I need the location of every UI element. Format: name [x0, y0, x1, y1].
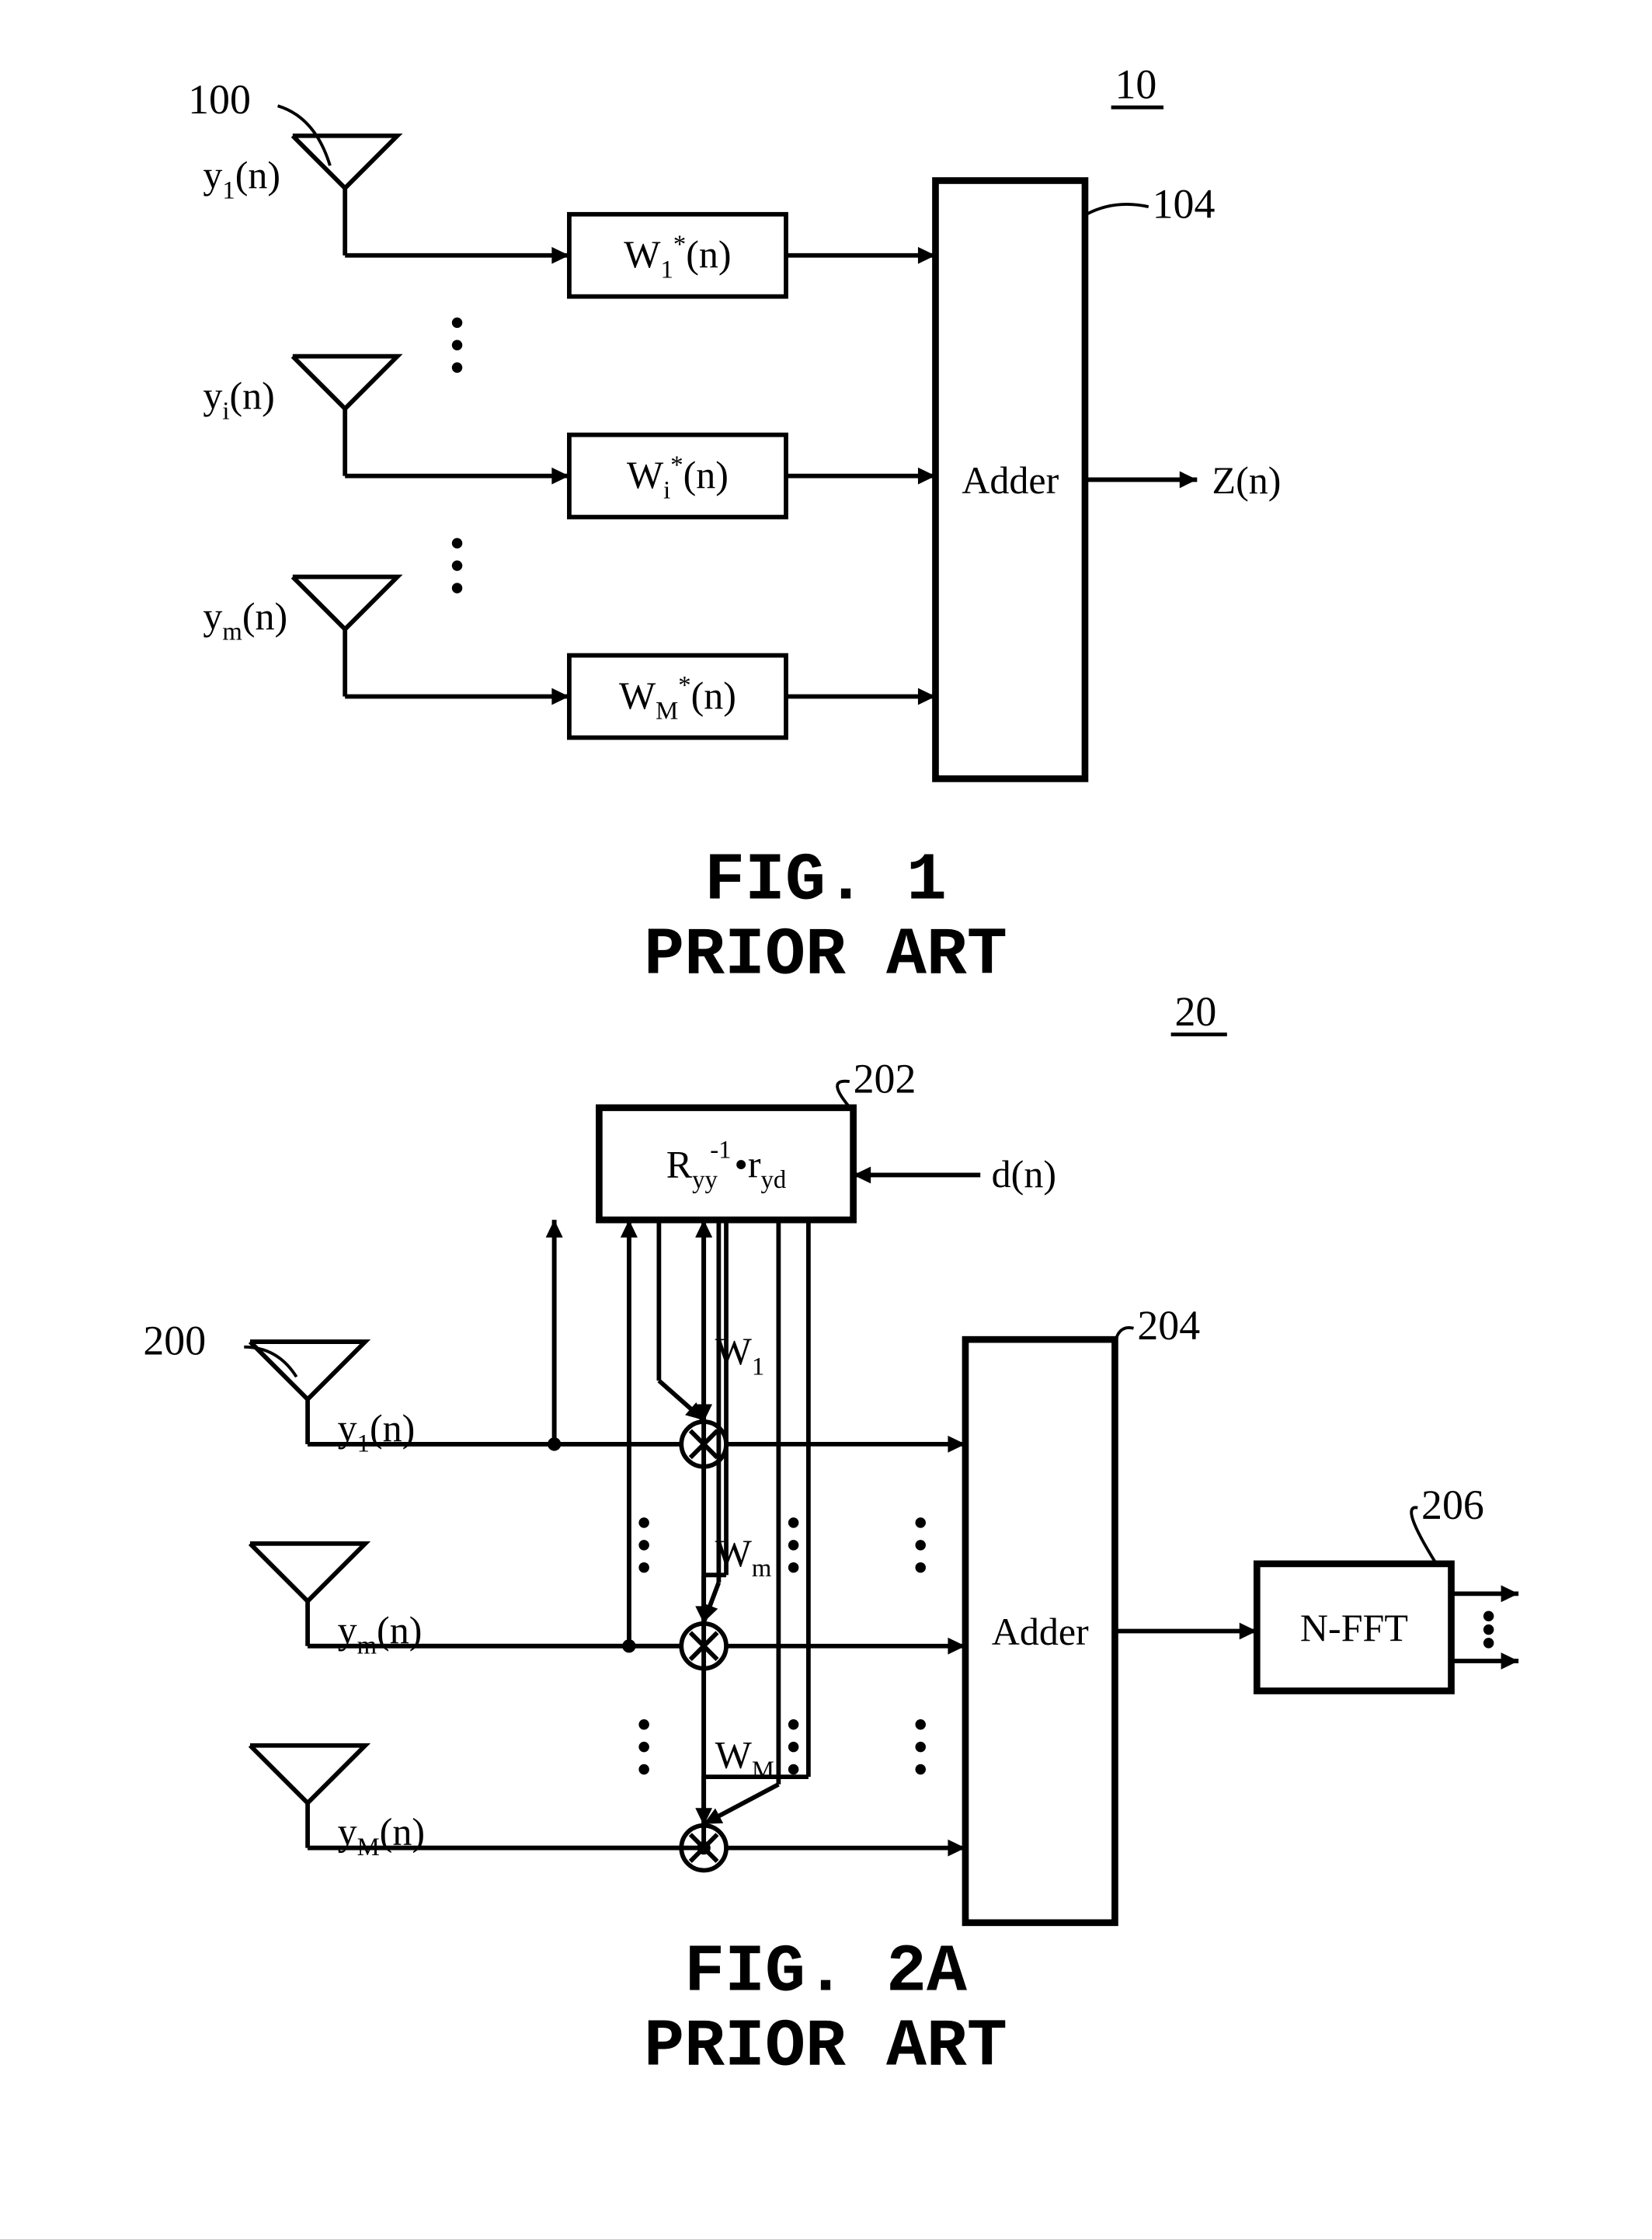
- svg-text:Wi*(n): Wi*(n): [627, 451, 729, 505]
- svg-text:200: 200: [143, 1317, 206, 1363]
- svg-text:Z(n): Z(n): [1212, 458, 1282, 502]
- svg-text:yM(n): yM(n): [338, 1810, 425, 1861]
- svg-text:W1: W1: [715, 1329, 765, 1381]
- svg-text:Adder: Adder: [962, 458, 1059, 502]
- svg-text:PRIOR ART: PRIOR ART: [644, 2010, 1007, 2086]
- svg-text:W1*(n): W1*(n): [624, 231, 731, 284]
- svg-text:Ryy-1•ryd: Ryy-1•ryd: [666, 1136, 787, 1193]
- svg-text:FIG. 2A: FIG. 2A: [684, 1934, 967, 2011]
- svg-text:ym(n): ym(n): [203, 594, 287, 646]
- svg-text:10: 10: [1115, 61, 1156, 108]
- svg-text:202: 202: [854, 1056, 916, 1102]
- svg-text:206: 206: [1421, 1482, 1484, 1528]
- svg-text:FIG. 1: FIG. 1: [704, 843, 947, 919]
- svg-text:100: 100: [188, 76, 251, 123]
- svg-text:N-FFT: N-FFT: [1300, 1606, 1408, 1649]
- svg-text:20: 20: [1174, 988, 1216, 1035]
- svg-text:WM*(n): WM*(n): [619, 672, 736, 726]
- svg-text:y1(n): y1(n): [338, 1406, 416, 1457]
- svg-text:d(n): d(n): [992, 1152, 1056, 1196]
- patent-figures: 10 100 Adder 104 Z(n) y1(n) W1*(n) yi(n) Wi*(n) y…: [31, 31, 1621, 2186]
- svg-text:204: 204: [1137, 1302, 1200, 1349]
- svg-text:Adder: Adder: [992, 1610, 1089, 1653]
- svg-text:y1(n): y1(n): [203, 153, 280, 204]
- svg-text:yi(n): yi(n): [203, 374, 274, 425]
- svg-text:PRIOR ART: PRIOR ART: [644, 918, 1007, 994]
- svg-text:104: 104: [1153, 181, 1216, 228]
- svg-text:ym(n): ym(n): [338, 1608, 423, 1659]
